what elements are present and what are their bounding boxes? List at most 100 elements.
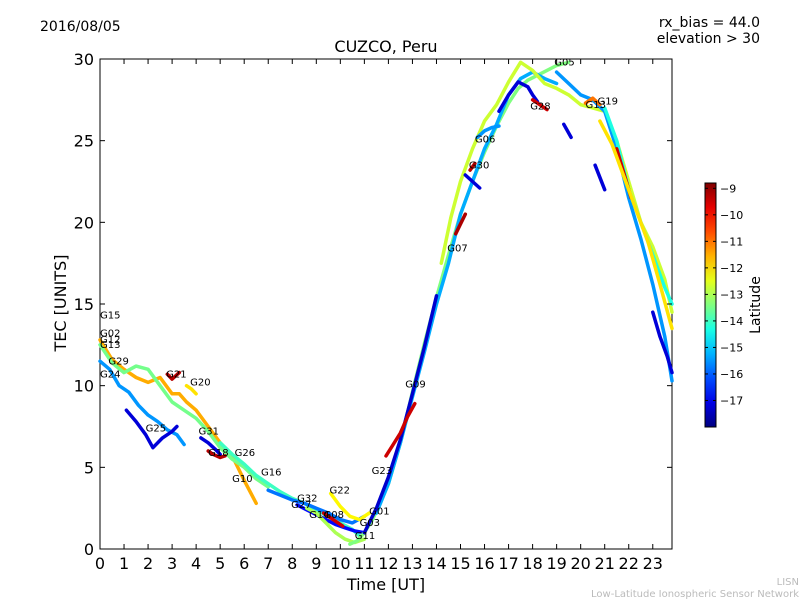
satellite-label: G11 bbox=[355, 531, 375, 542]
satellite-label: G23 bbox=[372, 466, 392, 477]
satellite-label: G14 bbox=[309, 510, 329, 521]
satellite-label: G10 bbox=[232, 474, 252, 485]
y-tick-label: 25 bbox=[74, 132, 94, 151]
x-tick-label: 5 bbox=[215, 554, 225, 573]
satellite-label: G21 bbox=[166, 370, 186, 381]
y-tick-label: 20 bbox=[74, 213, 94, 232]
tec-trace-18 bbox=[384, 401, 417, 458]
x-tick-label: 11 bbox=[354, 554, 374, 573]
x-tick-label: 18 bbox=[522, 554, 542, 573]
y-tick-label: 0 bbox=[84, 540, 94, 559]
y-tick-label: 10 bbox=[74, 377, 94, 396]
series-group bbox=[98, 60, 674, 546]
x-tick-label: 9 bbox=[311, 554, 321, 573]
tec-trace-10 bbox=[266, 488, 367, 525]
satellite-label: G13 bbox=[585, 100, 605, 111]
satellite-label: G27 bbox=[291, 500, 311, 511]
colorbar-tick-label: −15 bbox=[720, 341, 743, 354]
colorbar-tick-label: −17 bbox=[720, 394, 743, 407]
satellite-label: G29 bbox=[108, 356, 128, 367]
colorbar-label: Latitude bbox=[748, 276, 764, 334]
satellite-label: G08 bbox=[324, 510, 344, 521]
satellite-label: G16 bbox=[261, 468, 281, 479]
colorbar-tick-label: −16 bbox=[720, 368, 743, 381]
colorbar-tick-label: −11 bbox=[720, 235, 743, 248]
rx-bias-label: rx_bias = 44.0 bbox=[659, 15, 760, 31]
satellite-label: G31 bbox=[199, 427, 219, 438]
tec-trace-33 bbox=[598, 119, 674, 331]
x-tick-label: 12 bbox=[378, 554, 398, 573]
satellite-label: G15 bbox=[100, 311, 120, 322]
satellite-label: G02 bbox=[100, 329, 120, 340]
x-tick-label: 4 bbox=[191, 554, 201, 573]
colorbar-tick-label: −10 bbox=[720, 209, 743, 222]
tec-trace-5 bbox=[165, 370, 182, 381]
tec-trace-25 bbox=[530, 98, 549, 112]
satellite-label: G07 bbox=[447, 244, 467, 255]
plot-frame bbox=[99, 58, 673, 550]
satellite-label: G19 bbox=[597, 97, 617, 108]
tec-trace-13 bbox=[321, 511, 345, 528]
satellite-label: G09 bbox=[405, 379, 425, 390]
tec-trace-24 bbox=[497, 80, 540, 114]
x-tick-label: 20 bbox=[570, 554, 590, 573]
tec-trace-32 bbox=[651, 310, 674, 375]
tec-trace-30 bbox=[562, 122, 573, 140]
satellite-label: G18 bbox=[208, 448, 228, 459]
date-label: 2016/08/05 bbox=[40, 19, 121, 35]
satellite-label: G06 bbox=[475, 134, 495, 145]
tec-trace-21 bbox=[463, 173, 482, 190]
watermark-network: Low-Latitude Ionospheric Sensor Network bbox=[591, 589, 799, 600]
tec-trace-23 bbox=[475, 124, 501, 140]
x-tick-label: 17 bbox=[498, 554, 518, 573]
tec-trace-7 bbox=[199, 436, 222, 457]
x-tick-label: 13 bbox=[402, 554, 422, 573]
x-tick-label: 3 bbox=[167, 554, 177, 573]
tec-trace-14 bbox=[328, 491, 371, 522]
y-tick-label: 30 bbox=[74, 50, 94, 69]
tec-trace-8 bbox=[206, 449, 227, 460]
x-tick-label: 2 bbox=[143, 554, 153, 573]
colorbar-tick-label: −9 bbox=[720, 182, 736, 195]
colorbar-tick-label: −14 bbox=[720, 315, 743, 328]
x-tick-label: 19 bbox=[546, 554, 566, 573]
x-tick-label: 10 bbox=[330, 554, 350, 573]
y-tick-label: 5 bbox=[84, 458, 94, 477]
tec-trace-20 bbox=[453, 212, 468, 236]
satellite-label: G20 bbox=[190, 378, 210, 389]
tec-trace-31 bbox=[593, 163, 607, 192]
tec-trace-27 bbox=[583, 96, 602, 107]
elevation-label: elevation > 30 bbox=[657, 31, 760, 47]
x-tick-label: 22 bbox=[619, 554, 639, 573]
tec-trace-4 bbox=[124, 408, 179, 450]
x-tick-label: 6 bbox=[239, 554, 249, 573]
x-tick-label: 15 bbox=[450, 554, 470, 573]
colorbar-tick-label: −12 bbox=[720, 262, 743, 275]
x-axis-label: Time [UT] bbox=[346, 575, 425, 594]
satellite-label: G05 bbox=[554, 58, 574, 69]
x-tick-label: 8 bbox=[287, 554, 297, 573]
satellite-label: G32 bbox=[297, 494, 317, 505]
x-tick-label: 1 bbox=[119, 554, 129, 573]
y-axis-label: TEC [UNITS] bbox=[51, 255, 70, 353]
x-tick-label: 21 bbox=[595, 554, 615, 573]
x-tick-label: 0 bbox=[95, 554, 105, 573]
satellite-label: G25 bbox=[146, 423, 166, 434]
y-tick-label: 15 bbox=[74, 295, 94, 314]
satellite-label: G24 bbox=[100, 370, 120, 381]
satellite-label: G22 bbox=[330, 485, 350, 496]
satellite-label: G28 bbox=[530, 102, 550, 113]
tec-trace-2 bbox=[98, 343, 270, 489]
tec-trace-6 bbox=[184, 383, 198, 396]
satellite-label: G30 bbox=[469, 160, 489, 171]
colorbar-tick-label: −13 bbox=[720, 288, 743, 301]
x-tick-label: 23 bbox=[643, 554, 663, 573]
satellite-label: G26 bbox=[235, 448, 255, 459]
x-tick-label: 16 bbox=[474, 554, 494, 573]
tec-trace-22 bbox=[468, 161, 477, 172]
colorbar bbox=[704, 182, 717, 428]
x-tick-label: 14 bbox=[426, 554, 446, 573]
x-tick-label: 7 bbox=[263, 554, 273, 573]
